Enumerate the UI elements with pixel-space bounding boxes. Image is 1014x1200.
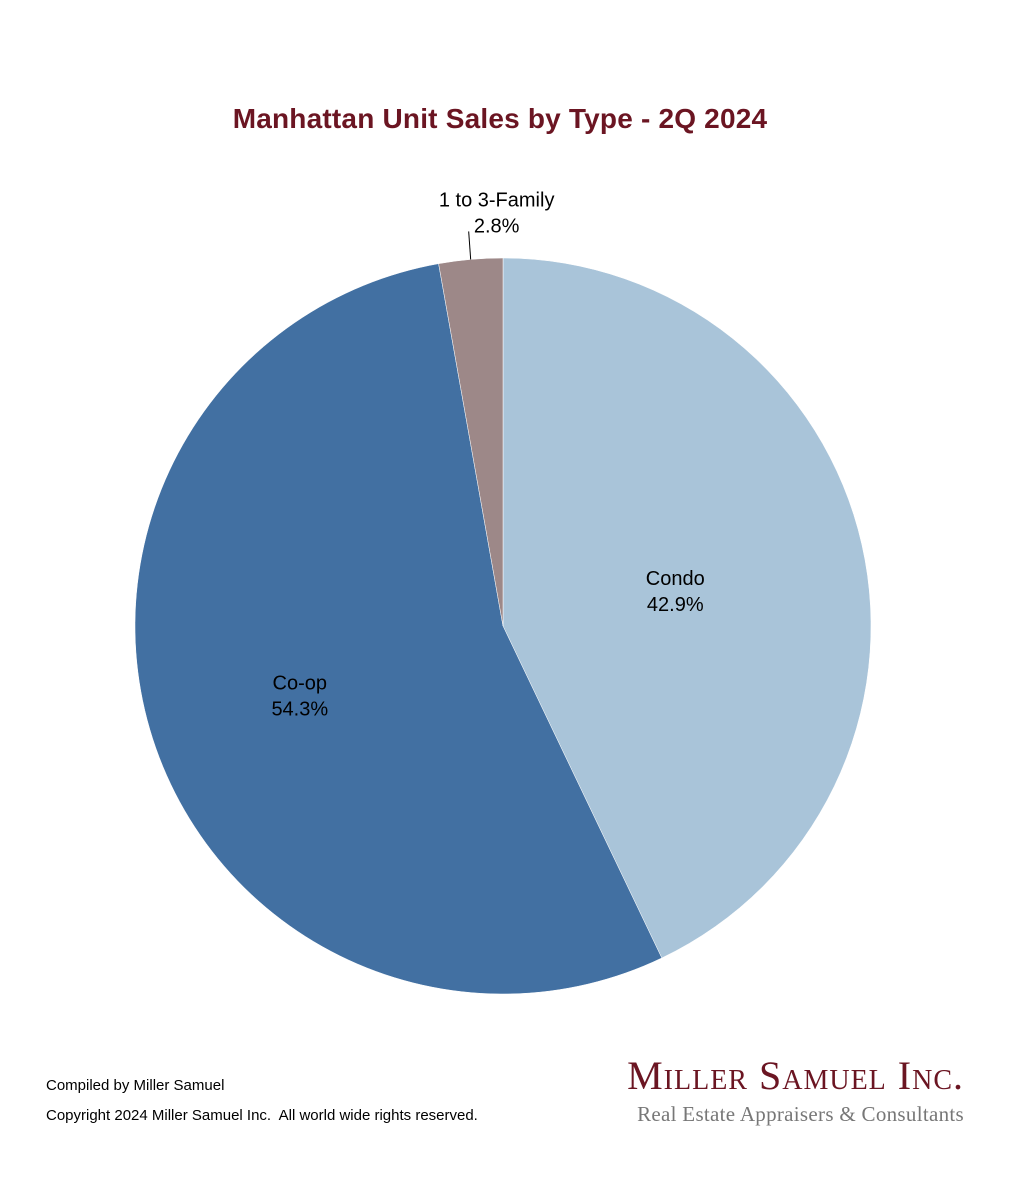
pie-chart: Condo 42.9% Co-op 54.3% 1 to 3-Family 2.8% (134, 189, 872, 995)
slice-category-label: 1 to 3-Family (439, 189, 555, 211)
pie-slice-condo (502, 257, 872, 959)
slice-percent-label: 2.8% (474, 215, 520, 237)
pie-slice-co-op (134, 263, 663, 995)
slice-percent-label: 42.9% (647, 594, 704, 616)
slice-category-label: Condo (646, 568, 705, 590)
chart-title: Manhattan Unit Sales by Type - 2Q 2024 (232, 103, 768, 134)
compiled-by-note: Compiled by Miller Samuel (46, 1077, 225, 1094)
brand-tagline: Real Estate Appraisers & Consultants (637, 1102, 964, 1126)
leader-line (468, 231, 472, 260)
copyright-note: Copyright 2024 Miller Samuel Inc. All wo… (46, 1107, 478, 1124)
slice-category-label: Co-op (273, 672, 327, 694)
pie-slice-1-to-3-family (438, 257, 504, 627)
brand-logo: Miller Samuel Inc. Real Estate Appraiser… (627, 1056, 964, 1127)
slice-percent-label: 54.3% (271, 698, 328, 720)
brand-name: Miller Samuel Inc. (627, 1053, 964, 1098)
